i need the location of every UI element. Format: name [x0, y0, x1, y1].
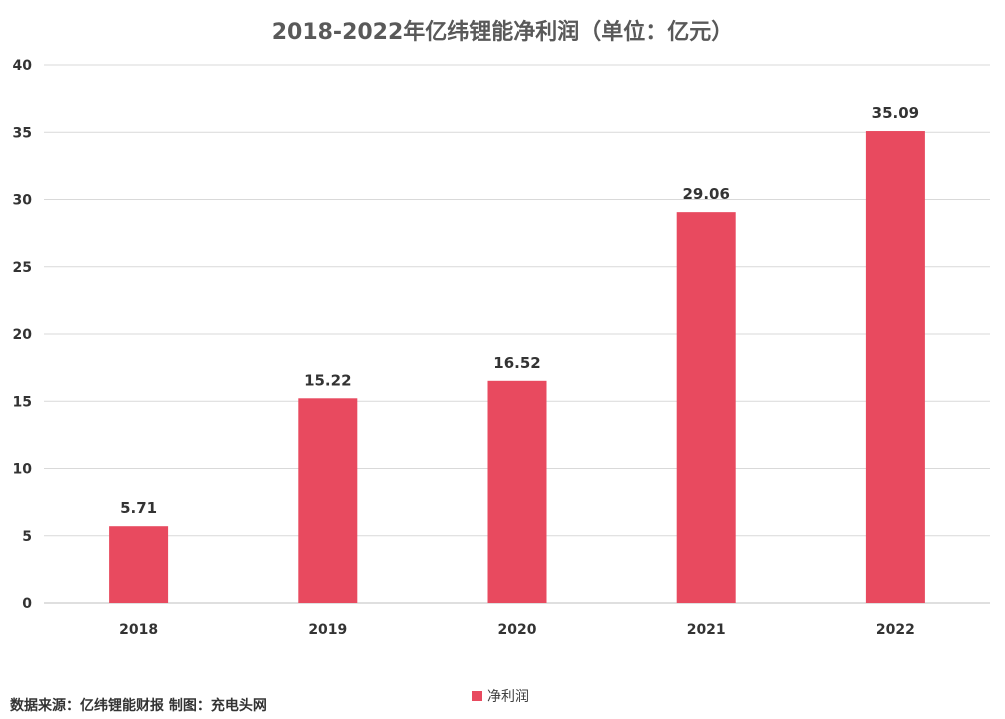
y-tick-label: 35 — [13, 125, 32, 141]
legend: 净利润 — [472, 686, 529, 706]
x-tick-label-2019: 2019 — [308, 622, 347, 638]
y-tick-label: 15 — [13, 394, 32, 410]
data-label-2020: 16.52 — [493, 354, 540, 372]
data-label-2019: 15.22 — [304, 371, 351, 389]
source-note: 数据来源：亿纬锂能财报 制图：充电头网 — [10, 698, 267, 714]
y-tick-label: 30 — [13, 193, 33, 209]
x-axis-ticks: 2018 2019 2020 2021 2022 — [119, 622, 915, 638]
chart-title: 2018-2022年亿纬锂能净利润（单位：亿元） — [271, 20, 734, 45]
bar-2018 — [109, 526, 169, 603]
x-tick-label-2022: 2022 — [876, 622, 915, 638]
y-tick-label: 0 — [22, 596, 32, 612]
bars — [109, 131, 925, 604]
y-tick-label: 40 — [13, 58, 33, 74]
x-tick-label-2020: 2020 — [498, 622, 537, 638]
data-labels: 5.71 15.22 16.52 29.06 35.09 — [120, 104, 919, 517]
data-label-2021: 29.06 — [682, 185, 729, 203]
bar-2020 — [487, 380, 547, 603]
bar-2021 — [676, 212, 736, 603]
x-tick-label-2021: 2021 — [687, 622, 726, 638]
legend-swatch — [472, 691, 482, 701]
x-tick-label-2018: 2018 — [119, 622, 158, 638]
bar-2019 — [298, 398, 358, 603]
y-axis-ticks: 0 5 10 15 20 25 30 35 40 — [13, 58, 33, 612]
bar-2022 — [865, 131, 925, 604]
data-label-2022: 35.09 — [872, 104, 919, 122]
legend-label: 净利润 — [487, 689, 529, 705]
y-tick-label: 10 — [13, 462, 33, 478]
y-tick-label: 25 — [13, 260, 32, 276]
y-tick-label: 5 — [22, 529, 32, 545]
data-label-2018: 5.71 — [120, 499, 157, 517]
y-tick-label: 20 — [13, 327, 33, 343]
